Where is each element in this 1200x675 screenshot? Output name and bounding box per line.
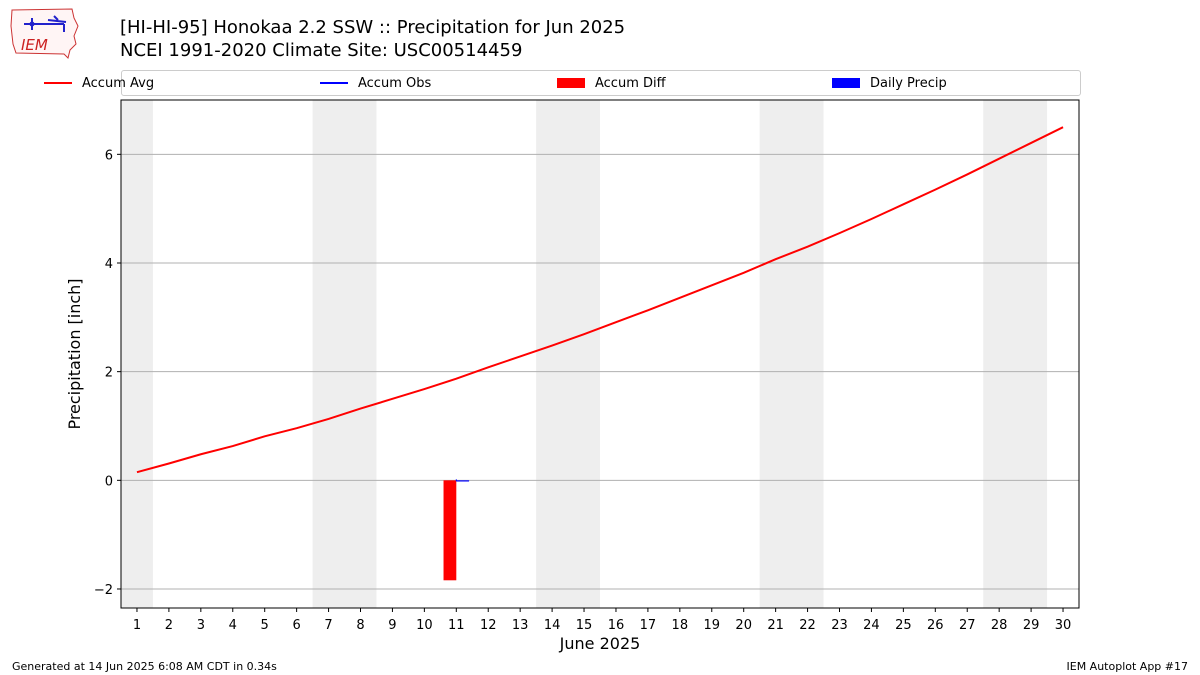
y-axis-label: Precipitation [inch] (65, 278, 84, 429)
bar-accum-diff (443, 480, 457, 581)
legend-swatch (557, 78, 585, 88)
legend-label: Accum Diff (595, 75, 666, 91)
x-tick-label: 4 (229, 618, 237, 633)
x-tick-label: 11 (448, 618, 465, 633)
x-tick-label: 12 (480, 618, 497, 633)
logo-text: IEM (21, 36, 48, 54)
bar-daily-precip (456, 480, 470, 482)
chart-legend: Accum Avg Accum Obs Accum Diff Daily Precip (44, 70, 1081, 96)
legend-swatch (832, 78, 860, 88)
legend-item-accum-diff: Accum Diff (557, 71, 666, 95)
x-axis-label: June 2025 (559, 634, 641, 653)
legend-item-accum-avg: Accum Avg (44, 71, 154, 95)
y-tick-label: 4 (105, 257, 113, 272)
x-tick-label: 6 (292, 618, 300, 633)
weekend-shade (121, 100, 153, 608)
x-tick-label: 15 (576, 618, 593, 633)
legend-swatch (44, 82, 72, 84)
legend-swatch (320, 82, 348, 84)
legend-label: Daily Precip (870, 75, 947, 91)
weekend-shade (759, 100, 824, 608)
y-tick-label: 6 (105, 148, 113, 163)
weekend-shade (312, 100, 377, 608)
y-tick-label: −2 (94, 583, 113, 598)
x-tick-label: 1 (133, 618, 141, 633)
x-tick-label: 19 (703, 618, 720, 633)
legend-item-daily-precip: Daily Precip (832, 71, 947, 95)
x-tick-label: 27 (959, 618, 976, 633)
x-tick-label: 26 (927, 618, 944, 633)
x-tick-label: 25 (895, 618, 912, 633)
legend-item-accum-obs: Accum Obs (320, 71, 431, 95)
chart-subtitle: NCEI 1991-2020 Climate Site: USC00514459 (120, 40, 523, 61)
x-tick-label: 10 (416, 618, 433, 633)
y-tick-label: 2 (105, 366, 113, 381)
x-tick-label: 7 (324, 618, 332, 633)
x-tick-label: 8 (356, 618, 364, 633)
x-tick-label: 21 (767, 618, 784, 633)
x-tick-label: 2 (165, 618, 173, 633)
weekend-shade (983, 100, 1048, 608)
iem-logo: IEM (10, 8, 79, 59)
x-tick-label: 24 (863, 618, 880, 633)
legend-label: Accum Obs (358, 75, 432, 91)
x-tick-label: 23 (831, 618, 848, 633)
x-tick-label: 18 (672, 618, 689, 633)
x-tick-label: 22 (799, 618, 816, 633)
x-tick-label: 13 (512, 618, 529, 633)
x-tick-label: 16 (608, 618, 625, 633)
x-tick-label: 9 (388, 618, 396, 633)
footer-generated: Generated at 14 Jun 2025 6:08 AM CDT in … (12, 660, 277, 673)
x-tick-label: 14 (544, 618, 561, 633)
chart-title: [HI-HI-95] Honokaa 2.2 SSW :: Precipitat… (120, 17, 626, 38)
x-tick-label: 30 (1055, 618, 1072, 633)
x-tick-label: 28 (991, 618, 1008, 633)
x-tick-label: 17 (640, 618, 657, 633)
weekend-shade (536, 100, 600, 608)
footer-app: IEM Autoplot App #17 (1066, 660, 1189, 673)
y-tick-label: 0 (105, 474, 113, 489)
x-tick-label: 29 (1023, 618, 1040, 633)
legend-label: Accum Avg (82, 75, 155, 91)
line-accum-avg (136, 126, 1064, 474)
x-tick-label: 3 (197, 618, 205, 633)
x-tick-label: 5 (261, 618, 269, 633)
x-tick-label: 20 (735, 618, 752, 633)
